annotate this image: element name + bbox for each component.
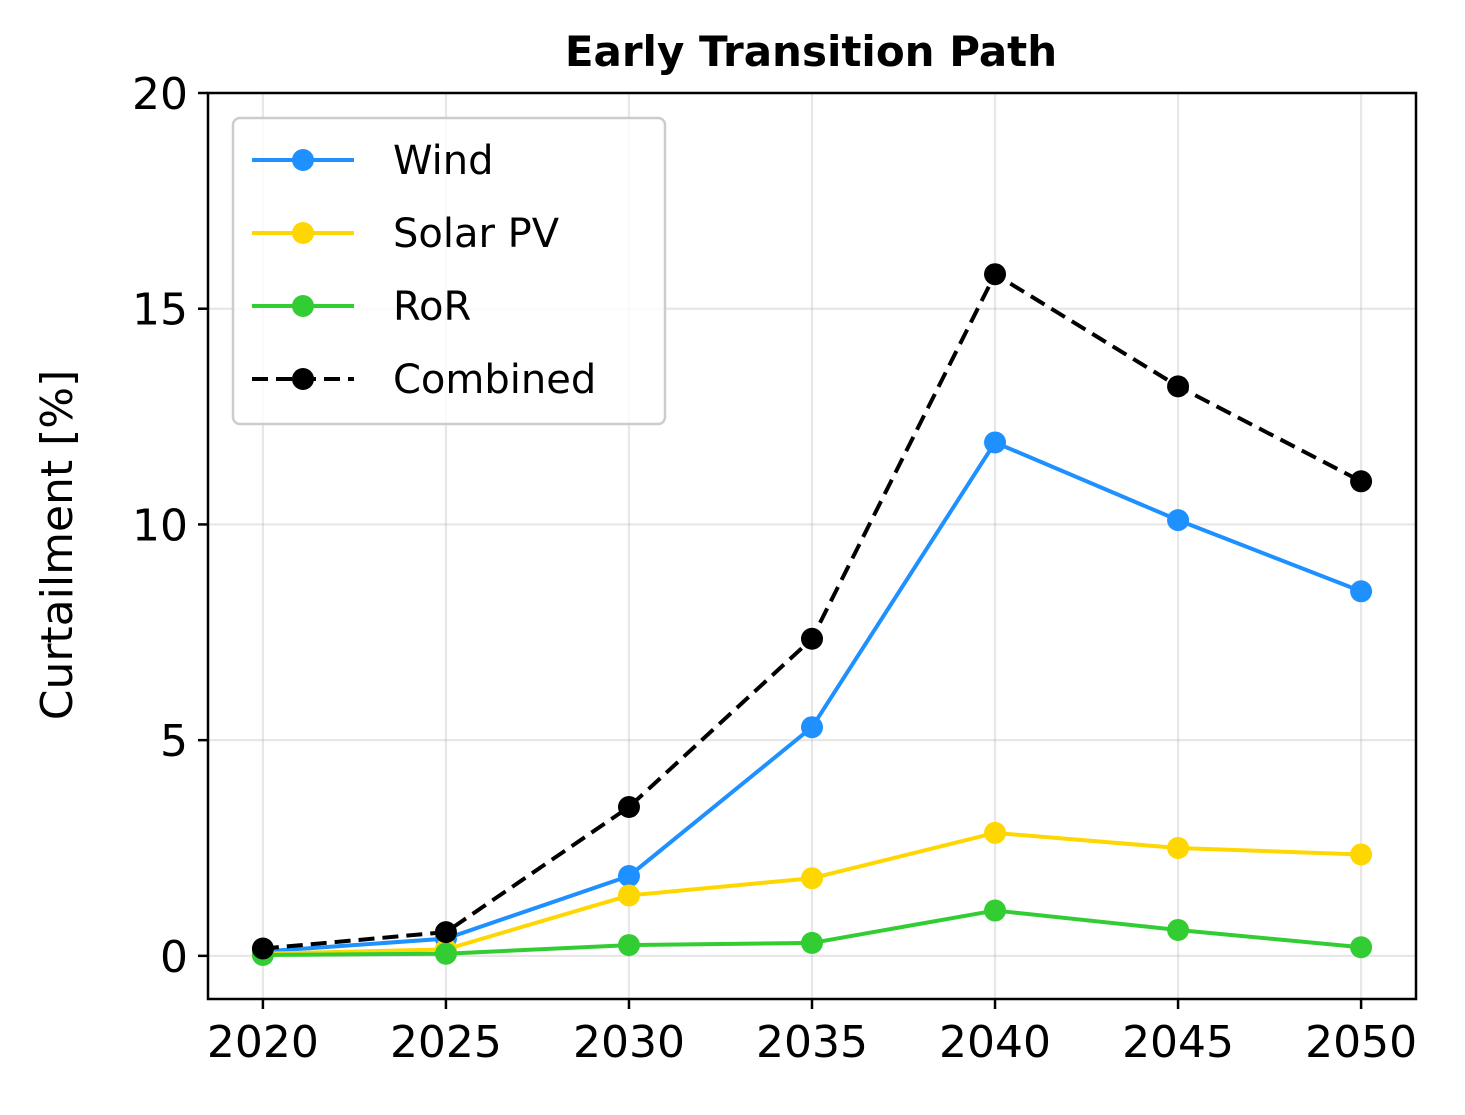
x-tick-label: 2035 — [756, 1017, 868, 1068]
data-point-ror — [1167, 918, 1190, 941]
data-point-combined — [1350, 470, 1373, 493]
x-tick-label: 2025 — [390, 1017, 502, 1068]
y-tick-label: 20 — [132, 69, 188, 120]
chart-title: Early Transition Path — [565, 27, 1057, 76]
x-tick-label: 2020 — [207, 1017, 319, 1068]
data-point-combined — [1167, 375, 1190, 398]
x-tick-label: 2050 — [1305, 1017, 1417, 1068]
legend-marker-combined — [292, 368, 314, 390]
y-axis-label: Curtailment [%] — [32, 370, 83, 721]
data-point-solar-pv — [1350, 843, 1373, 866]
x-tick-label: 2045 — [1122, 1017, 1234, 1068]
legend-label-ror: RoR — [393, 284, 471, 330]
data-point-combined — [617, 796, 640, 819]
legend-marker-ror — [292, 295, 314, 317]
legend: Wind Solar PV RoR Combined — [231, 116, 667, 426]
legend-label-solar-pv: Solar PV — [393, 211, 560, 257]
data-point-wind — [1167, 509, 1190, 532]
data-point-ror — [801, 931, 823, 954]
legend-marker-wind — [292, 149, 314, 171]
y-tick-label: 10 — [132, 500, 188, 551]
y-tick-label: 0 — [160, 932, 188, 983]
legend-box — [231, 116, 667, 426]
data-point-combined — [434, 921, 457, 944]
data-point-ror — [617, 934, 640, 957]
data-point-solar-pv — [617, 884, 640, 907]
data-point-solar-pv — [1167, 837, 1190, 859]
data-point-wind — [801, 716, 823, 739]
data-point-solar-pv — [801, 867, 823, 890]
data-point-combined — [801, 627, 823, 650]
axis-ticks: 2020 2025 2030 2035 2040 2045 2050 0 5 10 15 20 — [132, 69, 1417, 1068]
data-point-ror — [1350, 936, 1373, 959]
x-tick-label: 2030 — [573, 1017, 685, 1068]
data-point-wind — [617, 865, 640, 888]
legend-label-combined: Combined — [393, 357, 596, 403]
data-point-ror — [984, 899, 1007, 922]
legend-label-wind: Wind — [393, 138, 494, 184]
y-tick-label: 15 — [132, 285, 188, 336]
data-point-ror — [434, 942, 457, 965]
legend-marker-solar-pv — [292, 222, 314, 244]
data-point-combined — [984, 263, 1007, 286]
data-point-combined — [251, 937, 274, 960]
data-point-wind — [984, 431, 1007, 454]
data-point-solar-pv — [984, 821, 1007, 844]
series-layer — [251, 263, 1373, 966]
y-tick-label: 5 — [160, 716, 188, 767]
data-point-wind — [1350, 580, 1373, 603]
x-tick-label: 2040 — [939, 1017, 1051, 1068]
